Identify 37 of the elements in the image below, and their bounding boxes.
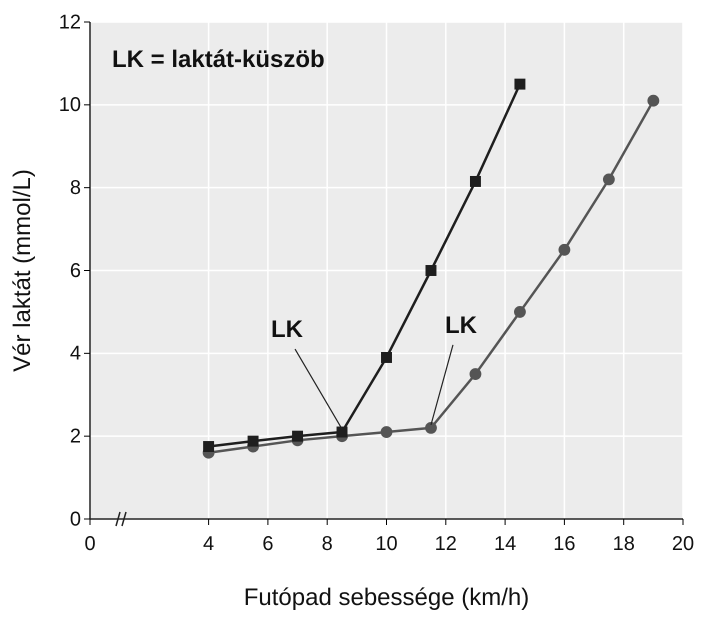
point bbox=[203, 441, 214, 452]
y-tick-label: 6 bbox=[70, 260, 81, 282]
y-tick-label: 0 bbox=[70, 508, 81, 530]
point bbox=[647, 94, 660, 107]
x-tick-label: 6 bbox=[262, 533, 274, 555]
point bbox=[425, 422, 437, 434]
x-tick-label: 0 bbox=[84, 533, 96, 555]
x-axis-title: Futópad sebessége (km/h) bbox=[244, 584, 530, 611]
y-tick-label: 2 bbox=[70, 426, 81, 448]
point bbox=[336, 426, 348, 438]
x-tick-label: 8 bbox=[322, 533, 333, 555]
annotation: LK bbox=[444, 312, 478, 339]
x-tick-label: 12 bbox=[434, 533, 457, 555]
x-tick-label: 18 bbox=[612, 533, 635, 555]
point bbox=[470, 176, 481, 187]
x-tick-label: 10 bbox=[375, 533, 398, 555]
point bbox=[602, 173, 615, 186]
y-tick-label: 10 bbox=[58, 94, 81, 116]
point bbox=[514, 306, 526, 318]
point bbox=[514, 78, 526, 90]
x-tick-label: 16 bbox=[553, 533, 576, 555]
point bbox=[380, 426, 392, 438]
point bbox=[470, 368, 482, 380]
x-tick-label: 20 bbox=[672, 533, 694, 555]
point bbox=[426, 265, 436, 276]
point bbox=[248, 436, 259, 447]
annotation: LK bbox=[271, 316, 304, 344]
x-tick-label: 14 bbox=[494, 533, 516, 555]
y-tick-label: 12 bbox=[58, 11, 81, 34]
y-tick-label: 8 bbox=[70, 177, 81, 200]
y-axis-title: Vér laktát (mmol/L) bbox=[9, 169, 36, 372]
point bbox=[381, 352, 392, 363]
point bbox=[292, 430, 304, 442]
x-tick-label: 4 bbox=[203, 533, 214, 555]
y-tick-label: 4 bbox=[70, 342, 81, 365]
point bbox=[558, 244, 570, 256]
annotation: LK = laktát-küszöb bbox=[112, 46, 325, 73]
